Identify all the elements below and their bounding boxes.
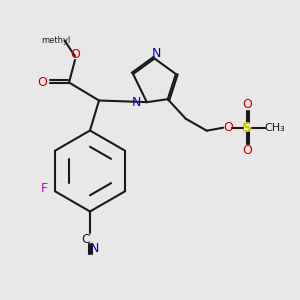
Text: N: N (151, 46, 161, 60)
Text: CH₃: CH₃ (265, 123, 285, 133)
Text: O: O (242, 98, 252, 111)
Text: N: N (90, 242, 99, 256)
Text: O: O (223, 121, 233, 134)
Text: N: N (132, 96, 141, 109)
Text: C: C (81, 232, 90, 246)
Text: methyl: methyl (41, 36, 70, 45)
Text: F: F (41, 182, 48, 195)
Text: O: O (242, 144, 252, 157)
Text: S: S (242, 121, 252, 135)
Text: O: O (37, 76, 47, 89)
Text: O: O (71, 47, 80, 61)
